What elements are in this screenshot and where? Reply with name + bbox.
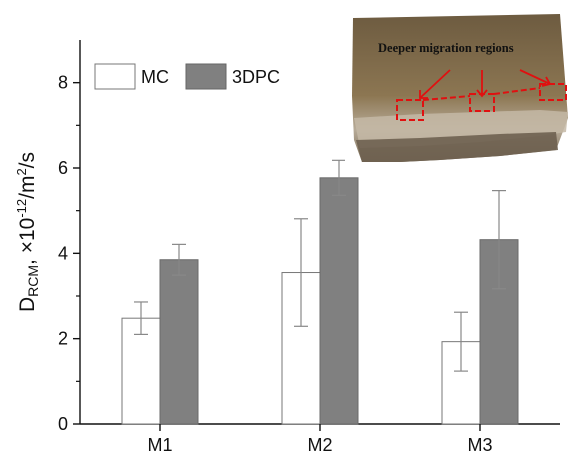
y-tick-label: 6 — [58, 158, 68, 178]
inset-rock-base — [356, 132, 558, 162]
y-ticks: 0 2 4 6 8 — [58, 73, 80, 434]
y-axis-label: DRCM, ×10-12/m2/s — [14, 152, 41, 312]
bars — [121, 159, 519, 425]
ylabel-main: D — [16, 297, 39, 312]
inset-dashed-regions — [396, 83, 567, 121]
legend-swatch-mc — [94, 63, 136, 90]
inset-arrows — [419, 69, 552, 99]
y-tick-label: 0 — [58, 414, 68, 434]
y-tick-label: 2 — [58, 329, 68, 349]
ylabel-superscript: -12 — [14, 199, 29, 218]
ylabel-unit: /m — [16, 176, 39, 199]
legend: MC 3DPC — [94, 63, 280, 90]
bar-mc-m1 — [121, 317, 161, 425]
x-tick-label: M1 — [147, 435, 172, 455]
bar-3dpc-m2 — [319, 177, 359, 425]
inset-photo: Deeper migration regions — [345, 8, 569, 168]
ylabel-subscript: RCM — [25, 265, 41, 297]
x-tick-label: M2 — [307, 435, 332, 455]
y-tick-label: 8 — [58, 73, 68, 93]
bar-3dpc-m1 — [159, 259, 199, 425]
x-tick-label: M3 — [467, 435, 492, 455]
ylabel-rest: , ×10 — [16, 218, 39, 265]
legend-label-mc: MC — [141, 67, 169, 87]
y-tick-label: 4 — [58, 243, 68, 263]
legend-label-3dpc: 3DPC — [232, 67, 280, 87]
legend-swatch-3dpc — [185, 63, 227, 90]
ylabel-tail: /s — [16, 152, 39, 168]
inset-annotation: Deeper migration regions — [378, 41, 514, 55]
ylabel-unit-sup: 2 — [14, 168, 29, 175]
x-ticks: M1 M2 M3 — [147, 424, 493, 455]
